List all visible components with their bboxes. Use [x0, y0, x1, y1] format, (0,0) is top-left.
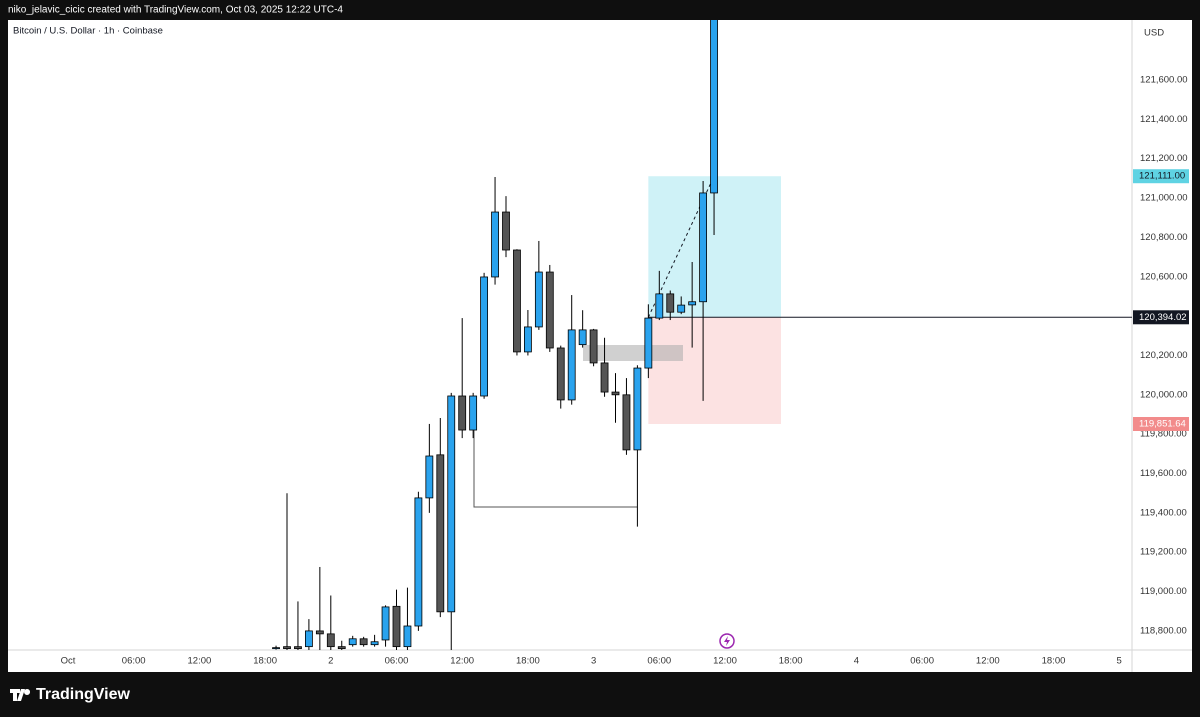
x-tick-label: 4: [854, 656, 859, 667]
candle-body: [403, 625, 412, 648]
y-tick-label: 120,600.00: [1140, 271, 1188, 282]
candle-body: [534, 271, 543, 328]
candle-body: [458, 395, 467, 431]
x-tick-label: 06:00: [122, 656, 146, 667]
candle-body: [502, 211, 510, 251]
candle-body: [688, 301, 697, 306]
header-text: niko_jelavic_cicic created with TradingV…: [8, 5, 343, 16]
x-tick-label: 5: [1117, 656, 1122, 667]
price-label-bg: [1133, 417, 1189, 432]
candle-body: [294, 646, 302, 650]
y-tick-label: 121,400.00: [1140, 114, 1188, 125]
currency-label: USD: [1144, 28, 1164, 39]
y-tick-label: 121,000.00: [1140, 193, 1188, 204]
x-tick-label: 18:00: [516, 656, 540, 667]
candle-body: [524, 326, 532, 353]
candle-body: [425, 455, 434, 499]
footer-logo: TradingView: [10, 686, 131, 703]
candle-body: [436, 454, 445, 613]
x-tick-label: 3: [591, 656, 596, 667]
candle-body: [359, 638, 368, 646]
candle-body: [699, 192, 707, 303]
candle-body: [644, 317, 653, 369]
lightning-icon: [719, 633, 735, 649]
y-tick-label: 119,400.00: [1140, 507, 1187, 518]
candle-body: [710, 20, 718, 194]
x-tick-label: 06:00: [910, 656, 934, 667]
candle-body: [545, 271, 554, 349]
candle-body: [447, 395, 456, 613]
y-tick-label: 120,200.00: [1140, 350, 1188, 361]
x-tick-label: 18:00: [253, 656, 277, 667]
plot-area: [272, 20, 1132, 650]
candle-body: [666, 293, 675, 313]
x-tick-label: Oct: [61, 656, 76, 667]
candle-body: [326, 633, 335, 648]
logo-icon: [10, 689, 31, 701]
candle-body: [513, 249, 521, 353]
y-tick-label: 118,800.00: [1140, 625, 1187, 636]
y-tick-label: 119,000.00: [1140, 586, 1187, 597]
footer-text: TradingView: [36, 686, 131, 703]
x-tick-label: 18:00: [1042, 656, 1066, 667]
x-tick-label: 06:00: [385, 656, 409, 667]
candle-body: [304, 630, 313, 648]
price-label-bg: [1133, 310, 1189, 325]
candle-body: [655, 293, 664, 319]
candle-body: [589, 329, 598, 364]
y-tick-label: 121,600.00: [1140, 75, 1188, 86]
y-tick-label: 121,200.00: [1140, 153, 1188, 164]
x-tick-label: 12:00: [188, 656, 212, 667]
candle-body: [611, 391, 620, 396]
candle-body: [381, 606, 390, 641]
candle-body: [414, 497, 423, 627]
chart-title: Bitcoin / U.S. Dollar · 1h · Coinbase: [13, 26, 163, 37]
candle-body: [283, 646, 291, 650]
candle-body: [480, 276, 489, 397]
measure-line: [473, 396, 637, 508]
x-tick-label: 18:00: [779, 656, 803, 667]
candle-body: [578, 329, 587, 346]
candle-body: [370, 641, 379, 646]
x-tick-label: 2: [328, 656, 333, 667]
candle-body: [491, 211, 499, 278]
x-tick-label: 06:00: [647, 656, 671, 667]
candle-body: [622, 394, 631, 451]
price-label: 121,111.00: [1139, 171, 1185, 182]
candle-body: [556, 347, 565, 401]
candle-body: [272, 647, 280, 650]
candle-body: [469, 395, 478, 431]
y-tick-label: 119,800.00: [1140, 429, 1187, 440]
y-tick-label: 120,800.00: [1140, 232, 1188, 243]
x-tick-label: 12:00: [713, 656, 737, 667]
candle-body: [392, 605, 401, 648]
x-tick-label: 12:00: [976, 656, 1000, 667]
candle-body: [633, 367, 642, 451]
price-label: 120,394.02: [1139, 312, 1187, 323]
candle-body: [315, 630, 324, 635]
price-label: 119,851.64: [1139, 419, 1186, 430]
y-tick-label: 120,000.00: [1140, 389, 1188, 400]
y-tick-label: 119,600.00: [1140, 468, 1187, 479]
x-tick-label: 12:00: [450, 656, 474, 667]
loss-zone: [648, 317, 781, 425]
candle-body: [677, 304, 686, 313]
y-tick-label: 119,200.00: [1140, 547, 1187, 558]
candle-body: [348, 638, 357, 646]
range-box: [583, 345, 683, 361]
candle-body: [600, 362, 609, 393]
candle-body: [567, 329, 576, 401]
candle-body: [337, 646, 346, 650]
price-label-bg: [1133, 169, 1189, 184]
